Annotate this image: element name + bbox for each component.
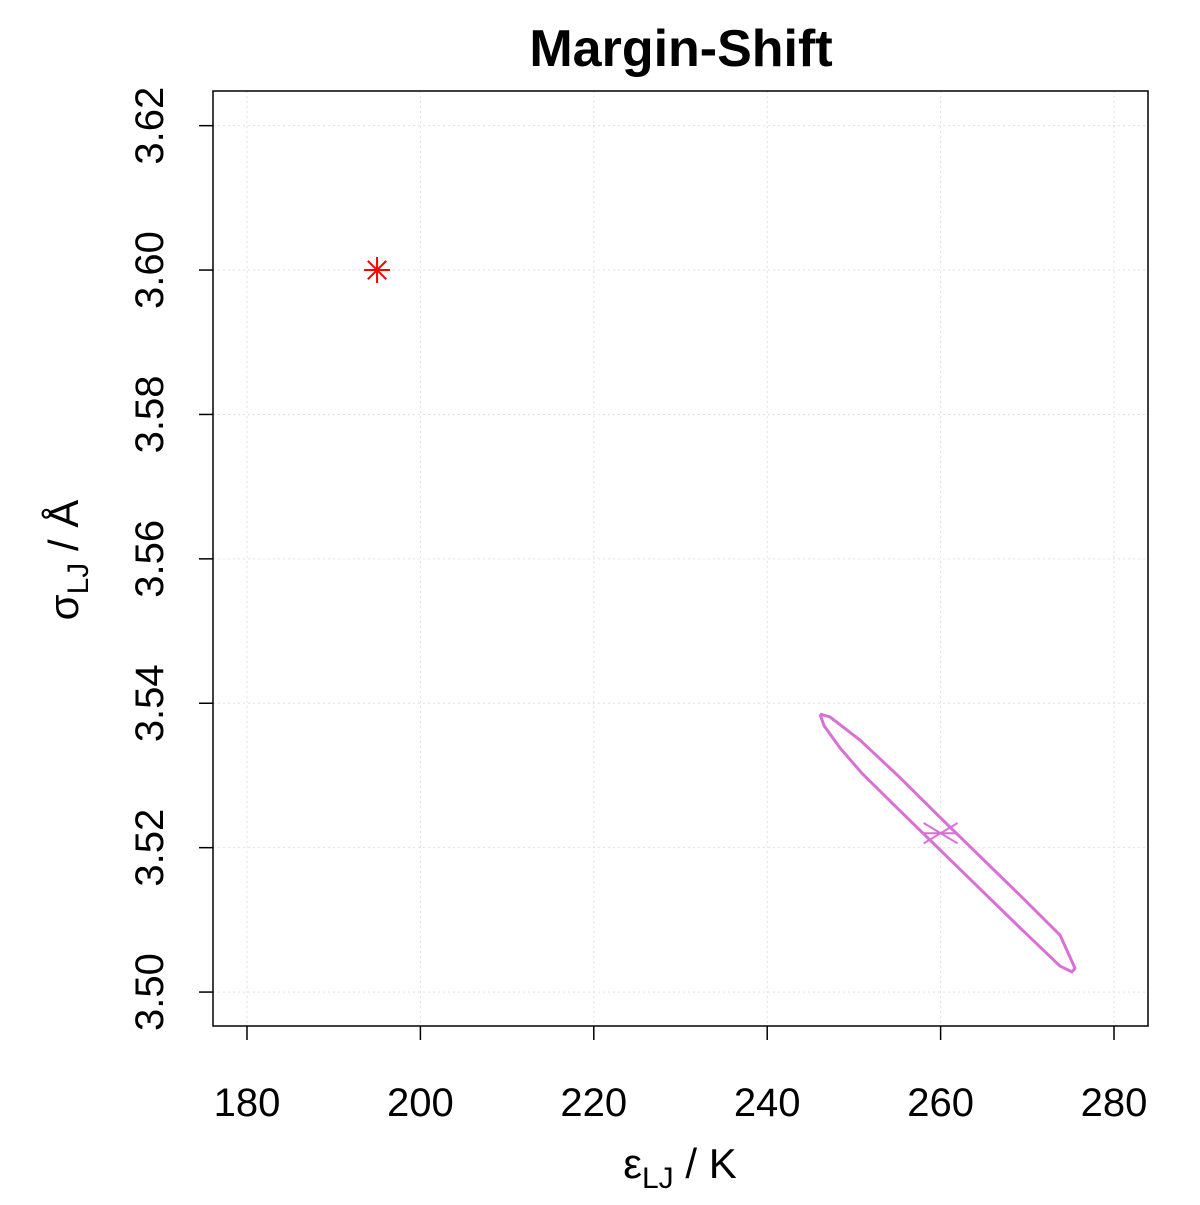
x-label-subscript: LJ: [642, 1162, 674, 1195]
x-tick-label: 180: [214, 1081, 281, 1125]
y-tick-label: 3.50: [128, 953, 172, 1031]
y-tick-label: 3.62: [128, 87, 172, 165]
center-point: [923, 822, 959, 845]
x-label-unit: / K: [674, 1140, 737, 1187]
plot-marks: [364, 257, 1077, 974]
y-label-symbol: σ: [40, 594, 87, 620]
x-tick-label: 240: [734, 1081, 801, 1125]
y-tick-label: 3.60: [128, 231, 172, 309]
ellipse-line: [818, 712, 1077, 974]
asterisk-point: [364, 257, 391, 284]
x-axis-label: εLJ / K: [623, 1140, 736, 1195]
x-tick-label: 200: [387, 1081, 454, 1125]
y-tick-label: 3.56: [128, 520, 172, 598]
x-tick-label: 220: [560, 1081, 627, 1125]
y-tick-label: 3.52: [128, 809, 172, 887]
x-tick-label: 280: [1081, 1081, 1148, 1125]
y-axis-label: σLJ / Å: [40, 500, 95, 621]
y-tick-label: 3.58: [128, 376, 172, 454]
chart-title: Margin-Shift: [529, 20, 832, 78]
x-tick-label: 260: [907, 1081, 974, 1125]
y-label-subscript: LJ: [62, 563, 95, 595]
x-label-symbol: ε: [623, 1140, 642, 1187]
y-tick-label: 3.54: [128, 664, 172, 742]
y-label-unit: / Å: [40, 500, 87, 563]
